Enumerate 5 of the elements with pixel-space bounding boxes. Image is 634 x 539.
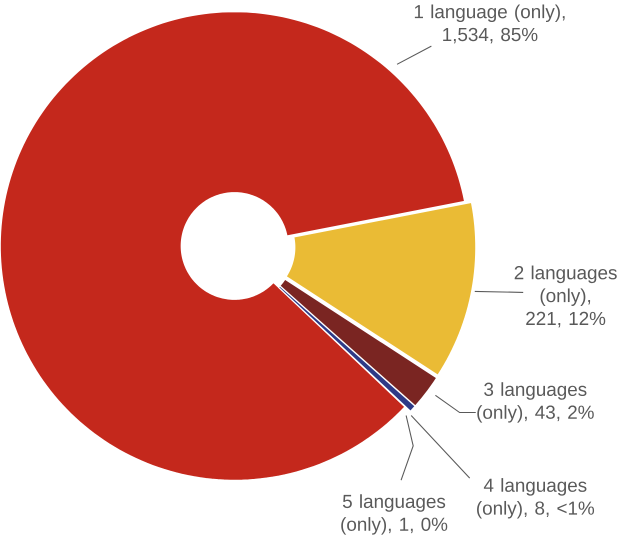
slice-label: 2 languages (only), 221, 12% [514, 265, 617, 328]
slice-label: 4 languages (only), 8, <1% [477, 478, 594, 518]
slice-label: 1 language (only), 1,534, 85% [414, 4, 565, 44]
slice-label: 5 languages (only), 1, 0% [341, 494, 448, 535]
slice-label: 3 languages (only), 43, 2% [477, 382, 594, 423]
